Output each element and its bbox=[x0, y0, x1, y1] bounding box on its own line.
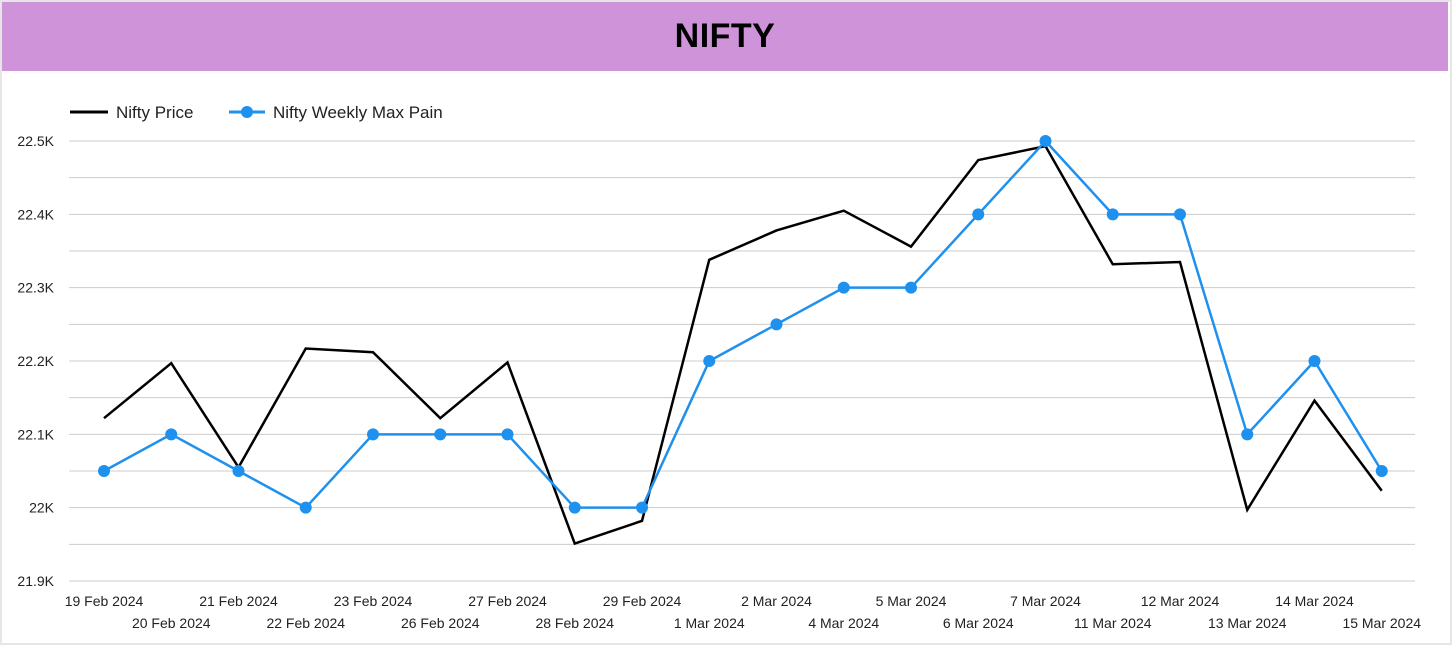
x-tick-label: 29 Feb 2024 bbox=[603, 593, 682, 609]
data-point bbox=[972, 208, 985, 221]
chart-title-bar: NIFTY bbox=[2, 2, 1448, 71]
data-point bbox=[770, 318, 783, 331]
x-tick-label: 26 Feb 2024 bbox=[401, 615, 480, 631]
y-tick-label: 22K bbox=[29, 500, 55, 516]
y-tick-label: 22.3K bbox=[17, 280, 54, 296]
data-point bbox=[1241, 428, 1254, 441]
data-point bbox=[636, 501, 648, 514]
data-point bbox=[1308, 355, 1321, 367]
chart-title: NIFTY bbox=[674, 17, 776, 55]
data-point bbox=[568, 501, 581, 514]
x-tick-label: 1 Mar 2024 bbox=[674, 615, 745, 631]
x-tick-label: 23 Feb 2024 bbox=[334, 593, 413, 609]
data-point bbox=[1106, 208, 1119, 221]
data-point bbox=[299, 501, 312, 514]
data-point bbox=[1375, 465, 1388, 477]
x-tick-label: 6 Mar 2024 bbox=[943, 615, 1014, 631]
x-tick-label: 12 Mar 2024 bbox=[1141, 593, 1220, 609]
series-line-nifty-price bbox=[103, 144, 1383, 546]
data-point bbox=[98, 465, 110, 477]
legend-marker bbox=[241, 106, 253, 118]
y-tick-label: 21.9K bbox=[17, 573, 54, 589]
x-tick-label: 19 Feb 2024 bbox=[65, 593, 144, 609]
data-point bbox=[232, 465, 245, 477]
data-point bbox=[905, 281, 917, 294]
x-tick-label: 7 Mar 2024 bbox=[1010, 593, 1081, 609]
x-tick-label: 21 Feb 2024 bbox=[199, 593, 278, 609]
x-tick-label: 22 Feb 2024 bbox=[266, 615, 345, 631]
y-tick-label: 22.4K bbox=[17, 206, 54, 222]
x-tick-label: 14 Mar 2024 bbox=[1275, 593, 1354, 609]
x-tick-label: 15 Mar 2024 bbox=[1342, 615, 1421, 631]
x-tick-label: 27 Feb 2024 bbox=[468, 593, 547, 609]
data-point bbox=[1174, 208, 1186, 221]
data-point bbox=[501, 428, 514, 441]
data-point bbox=[837, 281, 850, 294]
data-point bbox=[703, 355, 716, 367]
y-tick-label: 22.2K bbox=[17, 353, 54, 369]
x-tick-label: 20 Feb 2024 bbox=[132, 615, 211, 631]
x-tick-label: 2 Mar 2024 bbox=[741, 593, 812, 609]
legend-label: Nifty Price bbox=[116, 103, 193, 122]
data-point bbox=[165, 428, 178, 441]
y-tick-label: 22.5K bbox=[17, 133, 54, 149]
data-point bbox=[434, 428, 447, 441]
x-tick-label: 5 Mar 2024 bbox=[876, 593, 947, 609]
series-line-nifty-weekly-max-pain bbox=[103, 139, 1383, 510]
data-point bbox=[367, 428, 379, 441]
x-tick-label: 13 Mar 2024 bbox=[1208, 615, 1287, 631]
x-tick-label: 4 Mar 2024 bbox=[808, 615, 879, 631]
x-tick-label: 11 Mar 2024 bbox=[1074, 615, 1152, 631]
data-point bbox=[1039, 135, 1052, 147]
x-tick-label: 28 Feb 2024 bbox=[535, 615, 614, 631]
legend-label: Nifty Weekly Max Pain bbox=[273, 103, 443, 122]
y-tick-label: 22.1K bbox=[17, 426, 54, 442]
